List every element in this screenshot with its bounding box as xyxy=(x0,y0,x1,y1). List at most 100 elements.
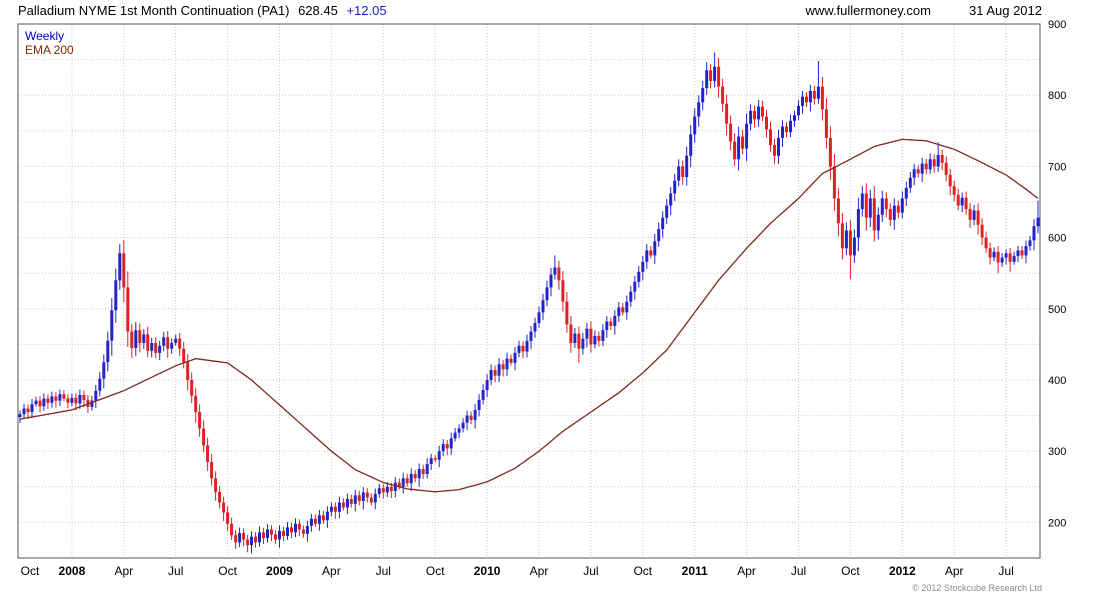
candle-body xyxy=(1032,226,1036,241)
candle-body xyxy=(629,291,633,302)
candle-body xyxy=(333,506,337,512)
candle-body xyxy=(501,364,505,370)
candle-body xyxy=(621,307,625,313)
candle-body xyxy=(928,159,932,170)
candle-body xyxy=(816,86,820,99)
candle-body xyxy=(98,378,102,391)
candle-body xyxy=(805,96,808,103)
candle-body xyxy=(984,237,988,249)
x-axis-label: Oct xyxy=(218,564,237,578)
y-axis-label: 500 xyxy=(1048,304,1066,316)
candle-body xyxy=(22,408,26,415)
candle-body xyxy=(733,141,737,160)
candle-body xyxy=(473,409,477,420)
x-axis-label: Jul xyxy=(998,564,1013,578)
candle-body xyxy=(325,511,329,521)
candle-body xyxy=(1000,257,1004,263)
candle-body xyxy=(577,333,581,349)
candle-body xyxy=(856,209,860,238)
candle-body xyxy=(920,163,924,174)
candle-body xyxy=(433,458,437,460)
x-axis-label: Oct xyxy=(426,564,445,578)
candle-body xyxy=(337,502,341,512)
candle-body xyxy=(529,331,533,341)
candle-body xyxy=(836,198,840,224)
website-link[interactable]: www.fullermoney.com xyxy=(805,3,931,18)
candle-body xyxy=(876,214,880,231)
candle-body xyxy=(872,198,876,231)
candle-body xyxy=(673,180,677,194)
candle-body xyxy=(892,205,896,220)
x-axis-label: Apr xyxy=(945,564,964,578)
candle-body xyxy=(381,488,385,493)
candle-body xyxy=(801,96,804,106)
candle-body xyxy=(717,66,721,87)
candle-body xyxy=(409,474,413,484)
candle-body xyxy=(1028,240,1032,247)
candle-body xyxy=(345,498,349,508)
x-axis-label: Apr xyxy=(114,564,133,578)
candle-body xyxy=(198,412,202,429)
x-axis-label: 2009 xyxy=(266,564,293,578)
candle-body xyxy=(757,106,761,120)
x-axis-label: Jul xyxy=(376,564,391,578)
candle-body xyxy=(824,109,828,138)
plot-border xyxy=(17,23,1041,559)
candle-body xyxy=(250,536,253,546)
candle-body xyxy=(533,323,537,332)
y-axis-label: 700 xyxy=(1048,161,1066,173)
candle-body xyxy=(605,321,609,331)
candle-body xyxy=(493,370,497,376)
candle-body xyxy=(349,498,353,504)
candle-body xyxy=(904,187,908,199)
candle-body xyxy=(278,530,281,540)
candle-body xyxy=(118,253,122,281)
candle-body xyxy=(178,338,182,349)
candle-body xyxy=(749,110,753,124)
candle-body xyxy=(789,120,792,133)
candle-body xyxy=(593,335,597,345)
candle-body xyxy=(737,136,741,160)
candle-body xyxy=(705,70,709,89)
candle-body xyxy=(701,88,705,103)
candle-body xyxy=(270,529,273,535)
candle-body xyxy=(266,529,269,538)
candle-body xyxy=(649,250,653,256)
candle-body xyxy=(206,445,210,462)
candle-body xyxy=(286,527,289,536)
candle-body xyxy=(138,330,142,343)
candle-body xyxy=(373,493,377,503)
candle-body xyxy=(625,301,629,313)
candle-body xyxy=(150,343,154,351)
candle-body xyxy=(305,526,309,534)
x-axis-label: 2010 xyxy=(474,564,501,578)
candle-body xyxy=(840,223,844,249)
candle-body xyxy=(940,155,944,163)
candle-body xyxy=(653,241,657,256)
candle-body xyxy=(174,338,178,343)
candle-body xyxy=(134,330,138,348)
candle-body xyxy=(996,251,1000,263)
x-axis-label: Oct xyxy=(21,564,40,578)
candle-body xyxy=(38,400,42,407)
candle-body xyxy=(960,197,964,206)
candle-body xyxy=(549,274,553,288)
candle-body xyxy=(781,126,784,138)
candle-body xyxy=(545,287,549,301)
candle-body xyxy=(54,396,58,401)
candle-body xyxy=(808,90,812,103)
candle-body xyxy=(832,166,836,199)
candle-body xyxy=(601,330,605,341)
candle-body xyxy=(162,337,166,346)
x-axis-label: Jul xyxy=(168,564,183,578)
candle-body xyxy=(58,394,62,401)
candle-body xyxy=(924,163,928,170)
candle-body xyxy=(274,534,277,540)
candle-body xyxy=(214,478,218,492)
candle-body xyxy=(258,532,261,543)
candle-body xyxy=(46,398,50,403)
candle-body xyxy=(122,253,126,288)
candle-body xyxy=(445,444,449,449)
candle-body xyxy=(661,217,665,230)
